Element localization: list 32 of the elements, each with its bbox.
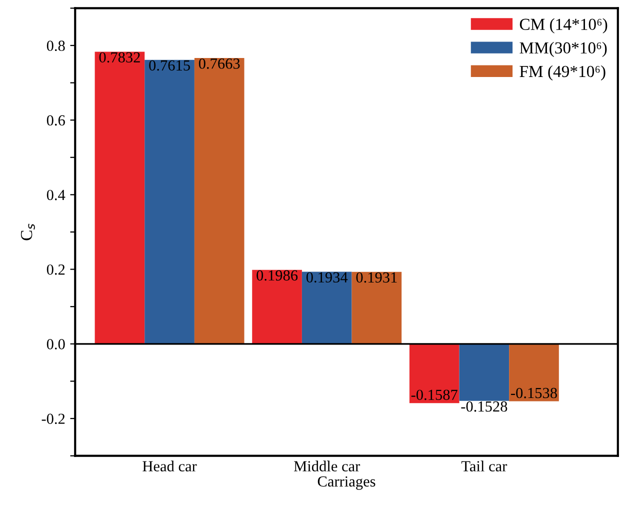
data-label: 0.1931 [356, 272, 397, 283]
data-label: 0.7615 [149, 60, 190, 71]
legend-label: CM (14*10⁶) [520, 18, 608, 34]
y-tick-label: 0.2 [46, 264, 65, 275]
x-axis-title: Carriages [318, 476, 376, 490]
legend-label: MM(30*10⁶) [520, 42, 607, 57]
legend-label: FM (49*10⁶) [520, 65, 606, 80]
bar [509, 344, 559, 402]
y-tick-label: -0.2 [42, 414, 65, 424]
bar [252, 270, 302, 344]
x-tick-label: Middle car [294, 460, 360, 472]
data-label: -0.1538 [511, 388, 557, 398]
x-tick-label: Head car [142, 460, 197, 472]
data-label: 0.1934 [306, 272, 348, 283]
y-tick-label: 0.8 [46, 40, 65, 51]
data-label: 0.7663 [198, 58, 240, 69]
bar [144, 60, 194, 344]
bar [302, 272, 352, 344]
y-tick-label: 0.4 [46, 190, 66, 200]
bar [194, 58, 244, 344]
data-label: 0.7832 [99, 52, 140, 63]
x-tick-label: Tail car [461, 460, 508, 472]
bar [459, 344, 510, 401]
bar [409, 344, 460, 404]
y-axis-title: C$_{s}$ [20, 224, 35, 240]
y-tick-label: 0.0 [46, 339, 65, 350]
data-label: -0.1587 [411, 390, 458, 400]
bar [94, 52, 145, 344]
y-tick-label: 0.6 [46, 115, 65, 126]
data-label: -0.1528 [461, 401, 508, 412]
data-label: 0.1986 [256, 270, 298, 281]
bar [352, 272, 402, 344]
